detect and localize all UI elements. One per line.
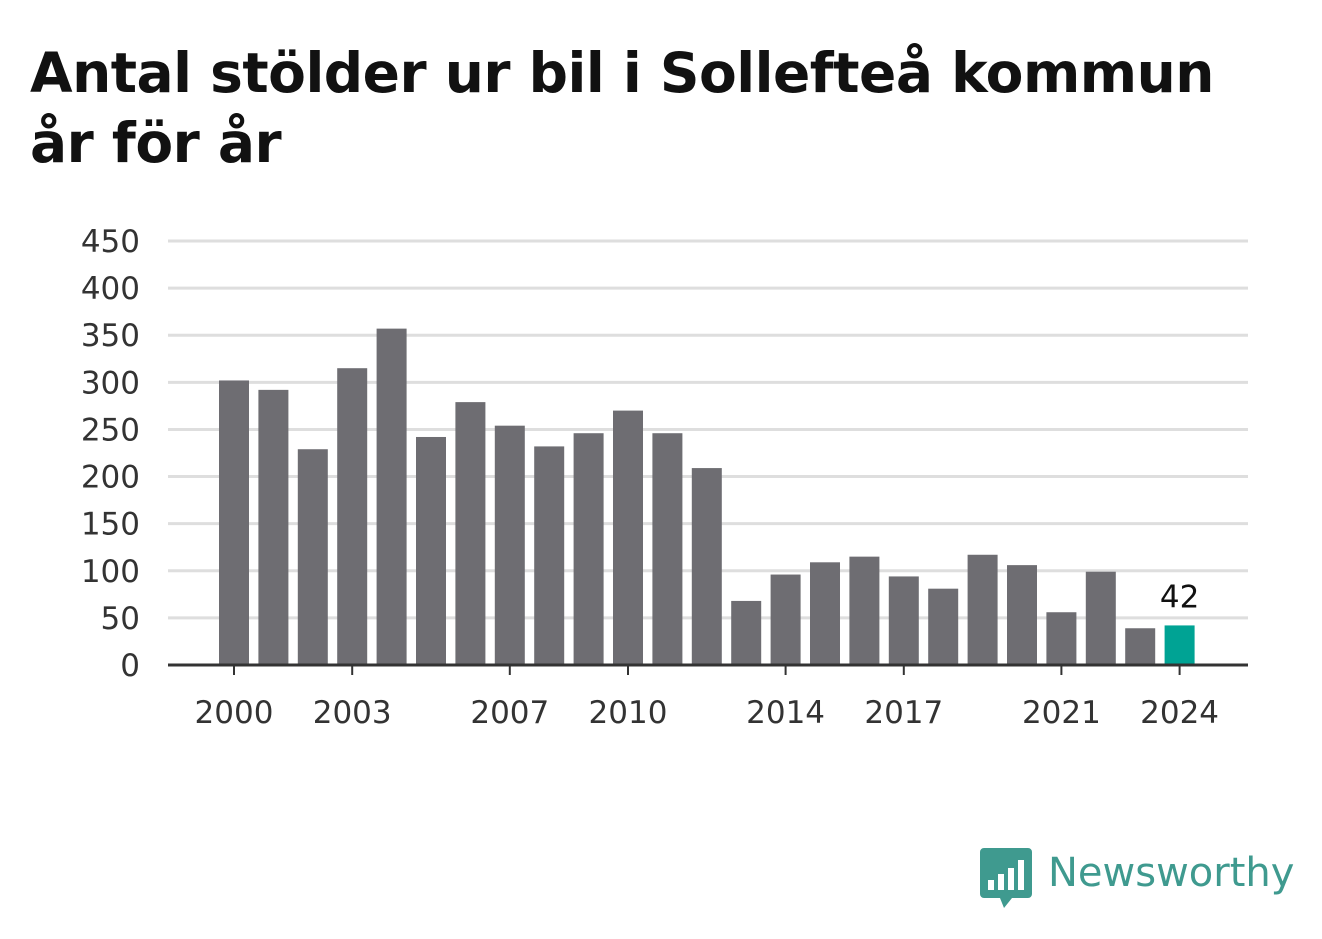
- y-tick-label-150: 150: [81, 507, 140, 543]
- y-tick-label-400: 400: [81, 271, 140, 307]
- y-tick-label-0: 0: [120, 648, 140, 684]
- bar-2013: [731, 600, 762, 665]
- y-tick-label-350: 350: [81, 318, 140, 354]
- x-tick-label-2021: 2021: [1022, 695, 1101, 731]
- x-tick-label-2010: 2010: [589, 695, 668, 731]
- bar-2007: [494, 425, 525, 665]
- data-labels: 42: [1160, 579, 1199, 615]
- bar-2024: [1164, 625, 1195, 665]
- chart-title: Antal stölder ur bil i Sollefteå kommun …: [30, 38, 1300, 178]
- bar-2012: [691, 468, 722, 665]
- y-tick-label-300: 300: [81, 365, 140, 401]
- bar-2018: [928, 588, 959, 665]
- x-tick-label-2017: 2017: [864, 695, 943, 731]
- bar-2020: [1007, 565, 1037, 665]
- y-tick-label-200: 200: [81, 460, 140, 496]
- y-axis-tick-labels: 0 50 100 150 200 250 300 350 400 450: [81, 224, 140, 684]
- x-tick-label-2000: 2000: [195, 695, 274, 731]
- x-tick-label-2003: 2003: [313, 695, 392, 731]
- bar-2010: [613, 410, 643, 665]
- x-tick-label-2007: 2007: [470, 695, 549, 731]
- bar-2006: [455, 402, 486, 665]
- data-label-2024: 42: [1160, 579, 1199, 615]
- bar-2015: [810, 562, 840, 665]
- x-tick-label-2024: 2024: [1140, 695, 1219, 731]
- brand-name: Newsworthy: [1048, 850, 1295, 896]
- bar-2002: [297, 449, 328, 665]
- bar-2003: [337, 368, 368, 665]
- y-tick-label-450: 450: [81, 224, 140, 260]
- x-axis: 2000 2003 2007 2010 2014 2017 2021 2024: [168, 663, 1248, 731]
- x-tick-label-2014: 2014: [746, 695, 825, 731]
- bar-2011: [652, 433, 683, 665]
- bar-2016: [849, 556, 880, 665]
- bars: [219, 328, 1195, 665]
- bar-2005: [416, 436, 446, 665]
- y-tick-label-100: 100: [81, 554, 140, 590]
- bar-2000: [219, 380, 249, 665]
- bar-2008: [534, 446, 565, 665]
- bar-2009: [573, 433, 604, 665]
- chart-title-line-1: Antal stölder ur bil i Sollefteå kommun: [30, 41, 1214, 105]
- newsworthy-logo-icon: [980, 848, 1032, 908]
- bar-2019: [967, 554, 998, 665]
- bar-2023: [1125, 628, 1156, 665]
- bar-2017: [888, 576, 919, 665]
- bar-2021: [1046, 612, 1077, 665]
- bar-2001: [258, 389, 289, 665]
- bar-2014: [770, 574, 801, 665]
- chart-title-line-2: år för år: [30, 111, 282, 175]
- y-tick-label-50: 50: [101, 601, 140, 637]
- bar-2004: [376, 328, 407, 665]
- y-tick-label-250: 250: [81, 412, 140, 448]
- bar-2022: [1085, 571, 1116, 665]
